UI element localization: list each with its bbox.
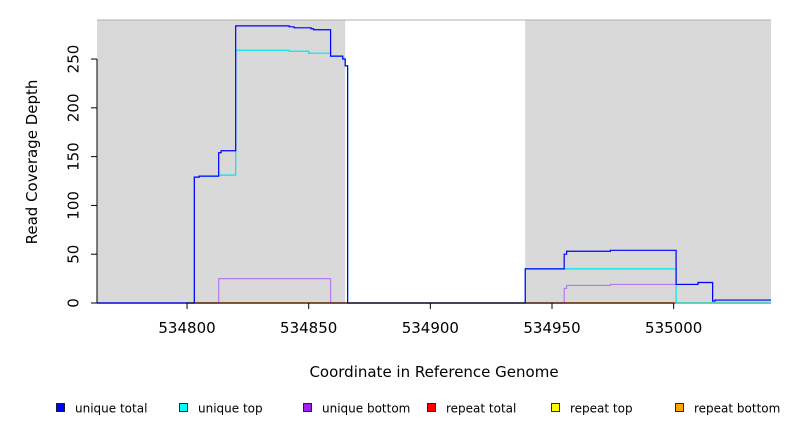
legend-item-repeat-bottom: repeat bottom: [675, 402, 780, 416]
x-tick-label: 534800: [158, 319, 215, 337]
legend-item-repeat-total: repeat total: [427, 402, 516, 416]
x-tick-label: 534950: [523, 319, 580, 337]
legend-swatch: [179, 403, 188, 412]
y-axis-title: Read Coverage Depth: [23, 80, 41, 245]
axes-layer: 0 50 100 150 200 250 534800 534850 534900 534950 5…: [64, 19, 771, 337]
shaded-region-2: [525, 20, 771, 303]
y-tick-label: 150: [64, 142, 82, 171]
legend-swatch: [551, 403, 560, 412]
legend-label: unique total: [75, 402, 147, 416]
y-tick-label: 250: [64, 45, 82, 74]
legend-label: repeat total: [446, 402, 516, 416]
legend-swatch: [675, 403, 684, 412]
x-axis-title: Coordinate in Reference Genome: [309, 363, 558, 381]
x-tick-label: 535000: [645, 319, 702, 337]
legend-item-unique-top: unique top: [179, 402, 263, 416]
legend-item-unique-bottom: unique bottom: [303, 402, 410, 416]
x-tick-label: 534900: [402, 319, 459, 337]
legend: unique total unique top unique bottom repea…: [56, 402, 780, 416]
shaded-region-1: [97, 20, 346, 303]
legend-label: unique top: [198, 402, 263, 416]
legend-label: unique bottom: [322, 402, 410, 416]
legend-item-repeat-top: repeat top: [551, 402, 633, 416]
series-unique-total: [97, 25, 771, 304]
plot-background: [97, 20, 771, 303]
legend-swatch: [303, 403, 312, 412]
legend-swatch: [427, 403, 436, 412]
y-tick-label: 0: [64, 298, 82, 308]
legend-label: repeat bottom: [694, 402, 780, 416]
legend-swatch: [56, 403, 65, 412]
y-tick-label: 100: [64, 191, 82, 220]
legend-item-unique-total: unique total: [56, 402, 147, 416]
y-tick-label: 200: [64, 94, 82, 123]
x-tick-label: 534850: [280, 319, 337, 337]
y-tick-label: 50: [64, 245, 82, 264]
legend-label: repeat top: [570, 402, 633, 416]
